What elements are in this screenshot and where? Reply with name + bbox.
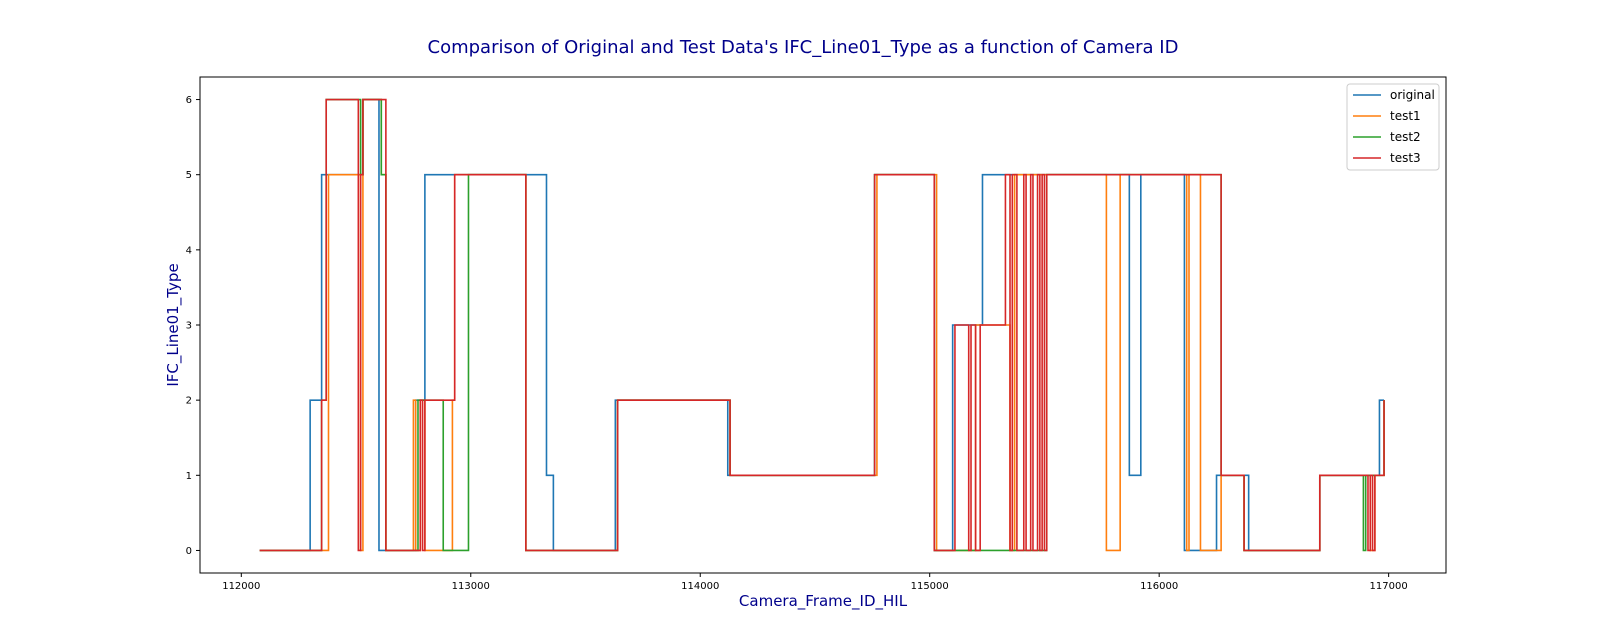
- x-axis-ticks: 112000 113000 114000 115000 116000 117000: [222, 573, 1408, 592]
- legend-label-test2: test2: [1390, 130, 1421, 144]
- x-tick-label: 114000: [681, 581, 719, 592]
- plot-area: 112000 113000 114000 115000 116000 117000 0 1 2…: [186, 76, 1447, 592]
- x-tick-label: 112000: [222, 581, 260, 592]
- x-tick-label: 113000: [452, 581, 490, 592]
- x-tick-label: 115000: [911, 581, 949, 592]
- y-tick-label: 0: [186, 546, 192, 557]
- legend-box: [1346, 83, 1440, 171]
- y-tick-label: 5: [186, 170, 192, 181]
- y-tick-label: 2: [186, 396, 192, 407]
- series-layer: [259, 98, 1385, 552]
- x-tick-label: 116000: [1140, 581, 1178, 592]
- legend-label-test1: test1: [1390, 109, 1421, 123]
- legend-label-original: original: [1390, 88, 1435, 102]
- y-axis-label: IFC_Line01_Type: [164, 263, 183, 386]
- y-tick-label: 3: [186, 321, 192, 332]
- chart-title: Comparison of Original and Test Data's I…: [428, 37, 1179, 58]
- y-tick-label: 1: [186, 471, 192, 482]
- y-tick-label: 6: [186, 95, 192, 106]
- x-tick-label: 117000: [1370, 581, 1408, 592]
- x-axis-label: Camera_Frame_ID_HIL: [739, 592, 908, 611]
- y-tick-label: 4: [186, 245, 192, 256]
- legend-items: original test1 test2 test3: [1353, 88, 1435, 165]
- legend: original test1 test2 test3: [1346, 83, 1440, 171]
- series-line-test3: [259, 98, 1385, 552]
- y-axis-ticks: 0 1 2 3 4 5 6: [186, 95, 200, 557]
- legend-label-test3: test3: [1390, 151, 1421, 165]
- plot-frame: [199, 76, 1447, 574]
